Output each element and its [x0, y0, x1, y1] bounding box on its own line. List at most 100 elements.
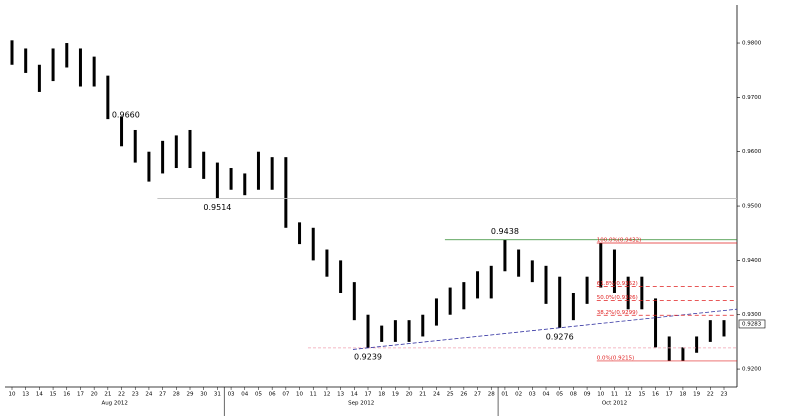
fib-label: 38.2%(0.9299) [597, 310, 638, 316]
price-range [133, 129, 137, 163]
fib-label: 100.0%(0.9432) [597, 238, 642, 244]
x-tick-label: 03 [529, 392, 536, 398]
price-range [352, 282, 356, 321]
x-tick-label: 23 [721, 392, 728, 398]
price-range [571, 292, 575, 321]
price-range [174, 135, 178, 169]
price-range [10, 40, 14, 65]
price-range [434, 298, 438, 326]
x-tick-label: 17 [666, 392, 673, 398]
x-tick-label: 19 [392, 392, 399, 398]
price-range [215, 162, 219, 199]
x-tick-label: 10 [296, 392, 303, 398]
x-tick-label: 21 [419, 392, 426, 398]
price-range [558, 276, 562, 328]
price-range [421, 314, 425, 337]
fib-label: 61.8%(0.9352) [597, 281, 638, 287]
x-tick-label: 06 [269, 392, 276, 398]
price-range [489, 265, 493, 299]
month-label: Sep 2012 [348, 401, 374, 407]
y-tick-label: 0.9200 [742, 367, 762, 373]
price-range [462, 282, 466, 310]
price-range [626, 276, 630, 310]
price-range [695, 336, 699, 353]
x-tick-label: 21 [104, 392, 111, 398]
last-price-label: 0.9283 [742, 321, 762, 327]
price-range [366, 314, 370, 348]
x-tick-label: 18 [378, 392, 385, 398]
price-range [65, 43, 69, 68]
price-range [311, 227, 315, 261]
price-range [612, 249, 616, 293]
x-tick-label: 10 [597, 392, 604, 398]
price-range [120, 116, 124, 147]
x-tick-label: 15 [638, 392, 645, 398]
price-range [448, 287, 452, 315]
x-tick-label: 05 [556, 392, 563, 398]
x-tick-label: 12 [625, 392, 632, 398]
price-range [640, 276, 644, 310]
price-range [92, 56, 96, 87]
x-tick-label: 01 [501, 392, 508, 398]
price-range [530, 260, 534, 283]
y-tick-label: 0.9500 [742, 204, 762, 210]
price-range [599, 243, 603, 288]
x-tick-label: 13 [22, 392, 29, 398]
price-range [270, 157, 274, 190]
x-tick-label: 13 [337, 392, 344, 398]
x-tick-label: 28 [173, 392, 180, 398]
price-range [161, 140, 165, 174]
x-tick-label: 22 [118, 392, 125, 398]
last-price-box [738, 319, 766, 329]
x-tick-label: 14 [36, 392, 43, 398]
price-range [24, 48, 28, 73]
month-label: Aug 2012 [101, 401, 128, 407]
x-tick-label: 04 [543, 392, 550, 398]
price-range [544, 265, 548, 304]
annotation: 0.9514 [203, 203, 231, 212]
x-tick-label: 05 [255, 392, 262, 398]
y-tick-label: 0.9300 [742, 312, 762, 318]
x-tick-label: 17 [77, 392, 84, 398]
price-range [654, 298, 658, 348]
price-range [229, 168, 233, 190]
x-tick-label: 22 [707, 392, 714, 398]
x-tick-label: 12 [323, 392, 330, 398]
x-tick-label: 20 [91, 392, 98, 398]
annotation: 0.9438 [491, 227, 519, 236]
price-range [681, 347, 685, 361]
x-tick-label: 25 [447, 392, 454, 398]
price-range [256, 151, 260, 190]
x-tick-label: 23 [132, 392, 139, 398]
x-tick-label: 27 [474, 392, 481, 398]
annotation: 0.9276 [546, 332, 574, 341]
x-tick-label: 28 [488, 392, 495, 398]
price-range [284, 157, 288, 228]
x-tick-label: 17 [365, 392, 372, 398]
x-tick-label: 15 [50, 392, 57, 398]
price-range [503, 239, 507, 272]
x-tick-label: 19 [693, 392, 700, 398]
price-range [106, 75, 110, 120]
price-range [188, 129, 192, 169]
x-tick-label: 16 [63, 392, 70, 398]
x-tick-label: 03 [228, 392, 235, 398]
x-tick-label: 29 [187, 392, 194, 398]
x-tick-label: 14 [351, 392, 358, 398]
price-range [202, 151, 206, 179]
x-tick-label: 18 [679, 392, 686, 398]
x-tick-label: 31 [214, 392, 221, 398]
month-label: Oct 2012 [602, 401, 627, 407]
x-tick-label: 27 [159, 392, 166, 398]
y-tick-label: 0.9400 [742, 258, 762, 264]
x-tick-label: 09 [584, 392, 591, 398]
x-tick-label: 24 [145, 392, 152, 398]
x-tick-label: 10 [9, 392, 16, 398]
x-tick-label: 20 [406, 392, 413, 398]
y-tick-label: 0.9700 [742, 95, 762, 101]
price-range [78, 48, 82, 87]
price-range [585, 276, 589, 304]
price-range [298, 222, 302, 245]
